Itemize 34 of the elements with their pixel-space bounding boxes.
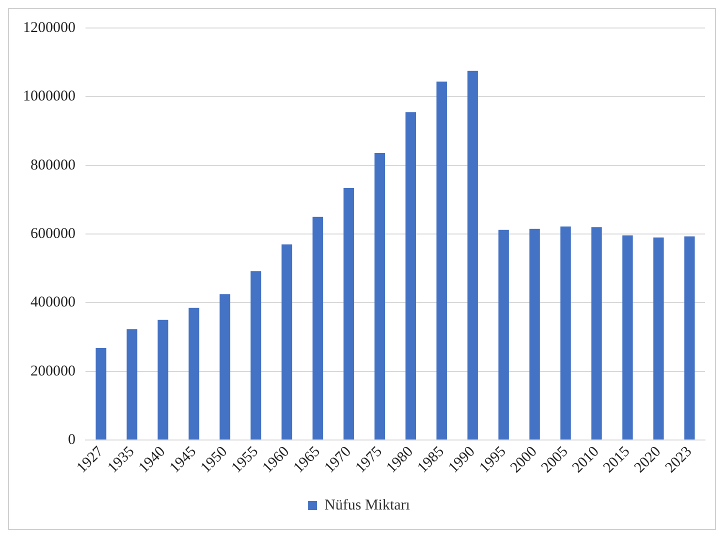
bar (344, 188, 354, 440)
y-tick-label: 1200000 (23, 20, 76, 36)
y-tick-label: 400000 (30, 294, 76, 311)
bar (96, 348, 106, 440)
bar (529, 228, 540, 440)
bar (282, 244, 292, 440)
x-tick-label: 1950 (198, 444, 230, 476)
bar (684, 236, 695, 440)
bar (188, 308, 200, 440)
x-tick-label: 1970 (322, 444, 354, 476)
bar (126, 329, 138, 440)
y-tick-label: 1000000 (23, 88, 76, 105)
bar (312, 216, 324, 440)
x-tick-label: 1940 (136, 444, 169, 476)
bar (436, 82, 447, 440)
bar (653, 237, 664, 440)
bar (158, 320, 168, 440)
bar (220, 294, 230, 440)
bar (405, 112, 416, 440)
x-tick-label: 1990 (446, 444, 478, 476)
bar (591, 227, 602, 440)
legend-label: Nüfus Miktarı (324, 497, 410, 514)
bar (467, 70, 478, 440)
y-tick-label: 800000 (30, 157, 76, 174)
bar (622, 235, 633, 440)
x-tick-label: 1960 (260, 444, 292, 476)
x-tick-label: 1980 (384, 444, 416, 476)
y-tick-label: 200000 (30, 363, 76, 380)
bar (250, 271, 262, 440)
y-tick-label: 600000 (30, 226, 76, 242)
bar (560, 226, 571, 440)
y-tick-label: 0 (68, 432, 76, 448)
bar (374, 152, 386, 440)
bar (498, 230, 509, 440)
